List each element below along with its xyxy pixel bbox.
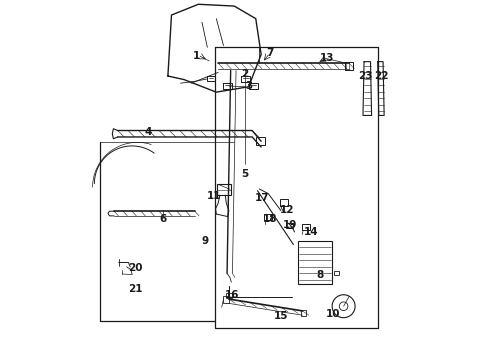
Text: 15: 15 [273,311,288,321]
Text: 18: 18 [263,215,277,224]
Text: 13: 13 [320,53,335,63]
Text: 22: 22 [374,71,389,81]
Text: 3: 3 [245,81,252,91]
Bar [302,224,310,230]
Text: 10: 10 [326,310,340,319]
Bar [298,241,332,284]
Text: 7: 7 [267,48,274,58]
Text: 9: 9 [202,236,209,246]
Bar [280,199,288,206]
Text: 20: 20 [128,263,143,273]
Bar [286,223,294,228]
Bar [217,184,231,195]
Text: 2: 2 [242,69,248,79]
Bar [223,296,229,303]
Text: 5: 5 [242,168,248,179]
Text: 4: 4 [145,127,152,136]
Text: 23: 23 [358,71,372,81]
Text: 14: 14 [304,227,318,237]
Text: 16: 16 [225,290,240,300]
Text: 11: 11 [207,191,222,201]
Bar [345,62,353,70]
Bar [256,137,265,145]
Bar [334,271,339,275]
Text: 8: 8 [317,270,324,280]
Text: 6: 6 [159,215,166,224]
Bar [226,293,232,298]
Text: 1: 1 [193,51,200,61]
Text: 19: 19 [283,220,297,230]
Bar [264,215,272,220]
Text: 12: 12 [280,206,294,216]
Text: 17: 17 [255,193,270,203]
Text: 21: 21 [128,284,143,294]
Bar [300,310,306,316]
